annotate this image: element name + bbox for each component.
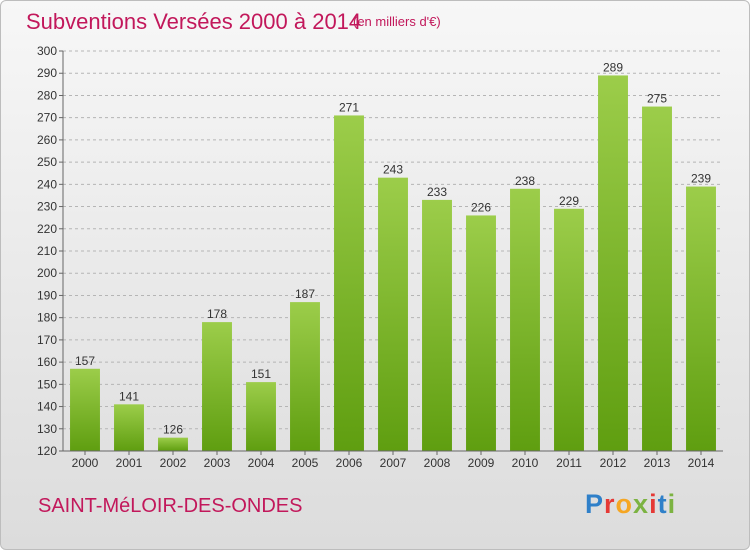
x-tick-label: 2008 [424, 456, 451, 470]
y-tick-label: 270 [37, 111, 57, 125]
y-tick-label: 130 [37, 422, 57, 436]
logo-letter: t [657, 489, 668, 519]
x-tick-label: 2004 [248, 456, 275, 470]
bar-2012 [598, 75, 628, 451]
bars [70, 75, 716, 452]
data-label: 126 [163, 423, 183, 437]
data-label: 233 [427, 185, 447, 199]
data-label: 289 [603, 60, 623, 74]
data-label: 243 [383, 163, 403, 177]
bar-2007 [378, 177, 408, 451]
axes [59, 50, 723, 455]
data-label: 178 [207, 307, 227, 321]
logo-letter: i [667, 489, 677, 519]
data-label: 226 [471, 200, 491, 214]
data-label: 141 [119, 389, 139, 403]
bar-2004 [246, 382, 276, 451]
x-tick-label: 2000 [72, 456, 99, 470]
y-tick-label: 220 [37, 222, 57, 236]
bar-2001 [114, 404, 144, 451]
x-tick-label: 2006 [336, 456, 363, 470]
bar-2000 [70, 368, 100, 451]
y-tick-label: 170 [37, 333, 57, 347]
x-tick-label: 2002 [160, 456, 187, 470]
bar-2014 [686, 186, 716, 452]
x-tick-label: 2010 [512, 456, 539, 470]
labels: 120 130 140 150 160 170 180 190 200 210 220 230 240 2… [37, 44, 715, 470]
y-tick-label: 290 [37, 66, 57, 80]
y-tick-label: 210 [37, 244, 57, 258]
commune-name: SAINT-MéLOIR-DES-ONDES [38, 495, 303, 517]
data-label: 151 [251, 367, 271, 381]
y-tick-label: 260 [37, 133, 57, 147]
x-tick-label: 2007 [380, 456, 407, 470]
y-tick-label: 200 [37, 266, 57, 280]
y-tick-label: 160 [37, 355, 57, 369]
bar-2009 [466, 215, 496, 451]
data-label: 238 [515, 174, 535, 188]
logo-letter: P [585, 489, 605, 519]
bar-2002 [158, 437, 188, 451]
x-tick-label: 2005 [292, 456, 319, 470]
y-tick-label: 180 [37, 311, 57, 325]
logo-letter: o [615, 489, 634, 519]
y-tick-label: 140 [37, 400, 57, 414]
y-tick-label: 240 [37, 177, 57, 191]
bar-2005 [290, 302, 320, 451]
y-tick-label: 120 [37, 444, 57, 458]
bar-2013 [642, 106, 672, 452]
chart-subtitle: (en milliers d'€) [353, 14, 441, 29]
x-tick-label: 2001 [116, 456, 143, 470]
proxiti-logo: Proxiti [585, 489, 676, 520]
data-label: 229 [559, 194, 579, 208]
y-tick-label: 280 [37, 88, 57, 102]
data-label: 271 [339, 100, 359, 114]
bar-2008 [422, 199, 452, 451]
y-tick-label: 250 [37, 155, 57, 169]
y-tick-label: 150 [37, 377, 57, 391]
data-label: 187 [295, 287, 315, 301]
x-tick-label: 2011 [556, 456, 582, 470]
bar-2003 [202, 322, 232, 451]
logo-letter: r [604, 489, 616, 519]
data-label: 275 [647, 92, 667, 106]
x-tick-label: 2014 [688, 456, 715, 470]
x-tick-label: 2009 [468, 456, 495, 470]
x-tick-label: 2003 [204, 456, 231, 470]
bar-2010 [510, 188, 540, 451]
logo-letter: x [633, 489, 650, 519]
logo-letter: i [649, 489, 658, 519]
y-tick-label: 190 [37, 288, 57, 302]
x-tick-label: 2012 [600, 456, 627, 470]
bar-2011 [554, 208, 584, 451]
chart-title: Subventions Versées 2000 à 2014 [26, 9, 362, 34]
data-label: 157 [75, 354, 95, 368]
bar-2006 [334, 115, 364, 451]
y-tick-label: 300 [37, 44, 57, 58]
x-tick-label: 2013 [644, 456, 671, 470]
data-label: 239 [691, 172, 711, 186]
y-tick-label: 230 [37, 200, 57, 214]
